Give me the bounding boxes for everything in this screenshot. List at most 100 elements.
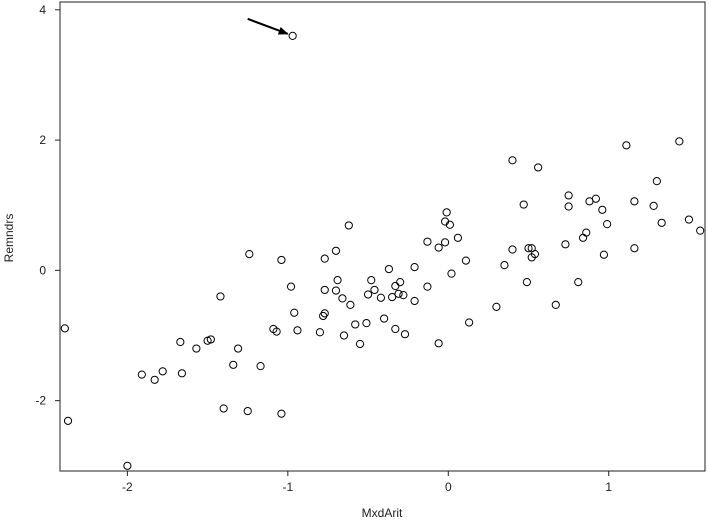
data-point bbox=[320, 309, 329, 318]
data-point bbox=[442, 208, 451, 217]
data-point bbox=[346, 300, 355, 309]
data-point bbox=[363, 290, 373, 299]
y-tick-label: -2 bbox=[35, 394, 46, 408]
data-point bbox=[622, 141, 631, 150]
data-point bbox=[290, 308, 299, 317]
data-point bbox=[598, 205, 607, 214]
data-point bbox=[370, 285, 379, 295]
data-point bbox=[333, 276, 342, 285]
data-point bbox=[423, 282, 432, 291]
data-point bbox=[591, 194, 600, 203]
data-point bbox=[400, 330, 410, 339]
data-point bbox=[351, 320, 360, 329]
data-point bbox=[315, 328, 325, 337]
data-point bbox=[338, 294, 347, 303]
data-point bbox=[582, 228, 591, 237]
y-axis-ticks: -2 0 2 4 bbox=[35, 3, 60, 408]
y-axis-label: Remndrs bbox=[2, 214, 16, 263]
data-point bbox=[192, 344, 201, 353]
data-point bbox=[500, 261, 509, 270]
data-point bbox=[319, 311, 328, 321]
data-point bbox=[564, 202, 573, 211]
data-point bbox=[384, 264, 394, 274]
data-point bbox=[355, 339, 365, 349]
data-point bbox=[530, 249, 540, 259]
data-point bbox=[288, 31, 297, 40]
data-point bbox=[376, 293, 385, 302]
data-point bbox=[229, 360, 238, 369]
data-point bbox=[522, 277, 532, 287]
data-point bbox=[388, 292, 397, 302]
data-point bbox=[206, 335, 215, 344]
data-point bbox=[534, 163, 543, 172]
data-point bbox=[630, 244, 639, 253]
y-tick-label: 4 bbox=[39, 3, 46, 17]
data-point bbox=[684, 215, 694, 224]
data-point bbox=[219, 404, 228, 413]
data-point bbox=[551, 300, 560, 309]
data-point bbox=[561, 240, 570, 249]
data-point bbox=[675, 137, 684, 146]
annotation-arrow bbox=[247, 17, 289, 35]
data-point bbox=[574, 277, 583, 287]
data-point bbox=[216, 292, 225, 301]
data-point bbox=[150, 375, 159, 384]
y-tick-label: 2 bbox=[39, 133, 46, 147]
data-point bbox=[599, 250, 609, 259]
x-tick-label: -2 bbox=[122, 480, 133, 494]
data-point bbox=[391, 281, 400, 291]
data-point bbox=[564, 191, 573, 200]
data-point bbox=[603, 220, 612, 229]
y-tick-label: 0 bbox=[39, 263, 46, 277]
data-points bbox=[60, 31, 705, 470]
data-point bbox=[362, 319, 371, 328]
x-tick-label: 0 bbox=[445, 480, 452, 494]
data-point bbox=[380, 314, 389, 323]
data-point bbox=[492, 302, 501, 311]
data-point bbox=[63, 416, 73, 425]
data-point bbox=[286, 282, 296, 291]
data-point bbox=[331, 286, 341, 295]
data-point bbox=[277, 409, 286, 418]
data-point bbox=[578, 233, 588, 242]
data-point bbox=[339, 331, 349, 340]
data-point bbox=[524, 244, 533, 253]
data-point bbox=[177, 369, 187, 378]
data-point bbox=[245, 249, 254, 259]
data-point bbox=[137, 370, 146, 379]
data-point bbox=[649, 201, 658, 210]
data-point bbox=[630, 197, 639, 206]
data-point bbox=[447, 269, 456, 278]
x-tick-label: 1 bbox=[605, 480, 612, 494]
data-point bbox=[440, 238, 450, 247]
data-point bbox=[391, 324, 400, 334]
data-point bbox=[320, 285, 329, 295]
data-point bbox=[696, 226, 705, 235]
data-point bbox=[399, 291, 408, 300]
data-point bbox=[256, 362, 265, 371]
data-point bbox=[344, 221, 353, 230]
x-tick-label: -1 bbox=[282, 480, 293, 494]
data-point bbox=[465, 318, 474, 327]
data-point bbox=[508, 156, 517, 165]
data-point bbox=[293, 326, 302, 335]
data-point bbox=[158, 367, 167, 376]
data-point bbox=[396, 277, 405, 287]
data-point bbox=[243, 406, 252, 416]
data-point bbox=[367, 276, 376, 285]
plot-frame bbox=[59, 1, 706, 472]
data-point bbox=[410, 296, 419, 306]
data-point bbox=[652, 177, 661, 186]
data-point bbox=[272, 327, 281, 336]
x-axis-ticks: -2 -1 0 1 bbox=[122, 471, 612, 494]
data-point bbox=[508, 245, 517, 254]
data-point bbox=[445, 220, 454, 229]
data-point bbox=[331, 246, 341, 255]
data-point bbox=[434, 339, 443, 348]
data-point bbox=[233, 344, 243, 353]
data-point bbox=[461, 256, 471, 265]
data-point bbox=[410, 263, 419, 272]
data-point bbox=[176, 337, 185, 347]
data-point bbox=[519, 200, 528, 209]
